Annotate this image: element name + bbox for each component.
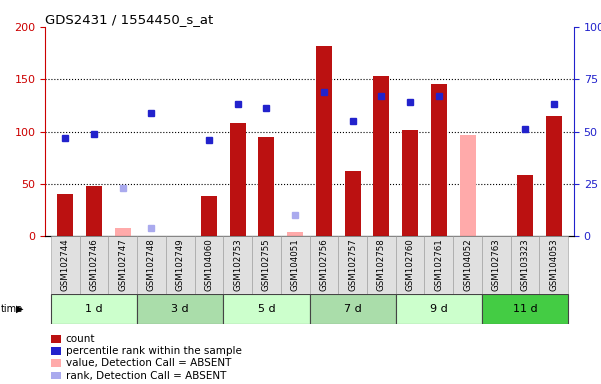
Text: 9 d: 9 d <box>430 304 448 314</box>
Text: GSM102758: GSM102758 <box>377 238 386 291</box>
Text: GSM104052: GSM104052 <box>463 238 472 291</box>
Bar <box>367 236 395 294</box>
Bar <box>546 116 562 236</box>
Text: value, Detection Call = ABSENT: value, Detection Call = ABSENT <box>66 358 231 368</box>
Bar <box>224 294 310 324</box>
Text: GSM102757: GSM102757 <box>348 238 357 291</box>
Bar <box>431 84 447 236</box>
Bar <box>86 186 102 236</box>
Bar <box>201 196 217 236</box>
Text: rank, Detection Call = ABSENT: rank, Detection Call = ABSENT <box>66 371 226 381</box>
Bar <box>540 236 568 294</box>
Bar <box>230 123 246 236</box>
Bar <box>338 236 367 294</box>
Bar <box>460 135 475 236</box>
Text: GSM102761: GSM102761 <box>435 238 444 291</box>
Bar <box>345 171 361 236</box>
Text: GSM102747: GSM102747 <box>118 238 127 291</box>
Text: GSM104051: GSM104051 <box>291 238 300 291</box>
Bar <box>281 236 310 294</box>
Text: time: time <box>1 304 23 314</box>
Text: percentile rank within the sample: percentile rank within the sample <box>66 346 242 356</box>
Text: GDS2431 / 1554450_s_at: GDS2431 / 1554450_s_at <box>45 13 213 26</box>
Bar <box>395 294 482 324</box>
Text: GSM102756: GSM102756 <box>319 238 328 291</box>
Text: ▶: ▶ <box>16 304 23 314</box>
Bar <box>258 137 274 236</box>
Text: 1 d: 1 d <box>85 304 103 314</box>
Bar <box>310 294 395 324</box>
Bar <box>195 236 224 294</box>
Text: GSM102749: GSM102749 <box>175 238 185 291</box>
Text: GSM102746: GSM102746 <box>90 238 99 291</box>
Text: 3 d: 3 d <box>171 304 189 314</box>
Bar <box>373 76 389 236</box>
Bar <box>482 294 568 324</box>
Bar <box>57 194 73 236</box>
Bar <box>310 236 338 294</box>
Bar <box>166 236 195 294</box>
Bar <box>137 236 166 294</box>
Bar <box>51 294 137 324</box>
Text: GSM102760: GSM102760 <box>406 238 415 291</box>
Text: 7 d: 7 d <box>344 304 362 314</box>
Bar <box>51 236 79 294</box>
Bar <box>517 175 533 236</box>
Bar <box>316 46 332 236</box>
Bar <box>395 236 424 294</box>
Bar <box>79 236 108 294</box>
Text: GSM102763: GSM102763 <box>492 238 501 291</box>
Text: count: count <box>66 334 95 344</box>
Bar <box>108 236 137 294</box>
Bar <box>402 131 418 236</box>
Bar <box>287 232 303 236</box>
Bar <box>424 236 453 294</box>
Text: GSM102755: GSM102755 <box>262 238 271 291</box>
Text: 5 d: 5 d <box>258 304 275 314</box>
Bar <box>482 236 511 294</box>
Text: GSM102748: GSM102748 <box>147 238 156 291</box>
Bar <box>115 228 130 236</box>
Bar <box>224 236 252 294</box>
Bar <box>511 236 540 294</box>
Bar <box>252 236 281 294</box>
Text: GSM102753: GSM102753 <box>233 238 242 291</box>
Bar <box>453 236 482 294</box>
Text: GSM102744: GSM102744 <box>61 238 70 291</box>
Text: GSM104053: GSM104053 <box>549 238 558 291</box>
Text: 11 d: 11 d <box>513 304 537 314</box>
Text: GSM103323: GSM103323 <box>520 238 529 291</box>
Bar <box>137 294 224 324</box>
Text: GSM104060: GSM104060 <box>204 238 213 291</box>
